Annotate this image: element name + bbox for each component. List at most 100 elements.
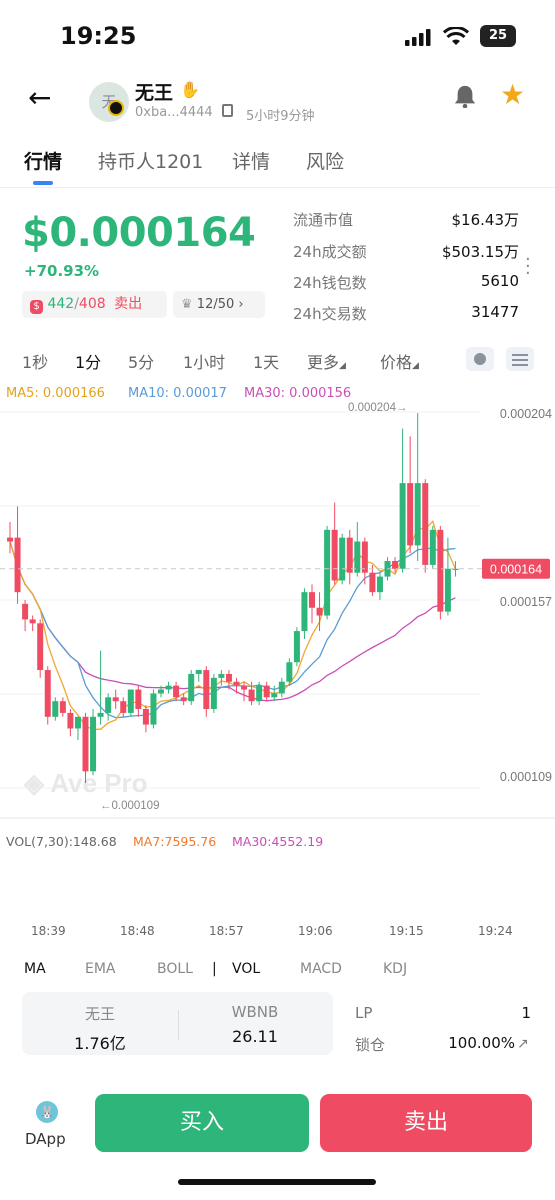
candle [225, 673, 232, 682]
wifi-icon [443, 27, 469, 45]
volume-ma30-label: MA30:4552.19 [232, 834, 324, 849]
candle [437, 529, 444, 612]
candle [429, 529, 436, 565]
pool-token-amount: 1.76亿 [74, 1034, 126, 1053]
candle [331, 529, 338, 581]
candle [407, 483, 414, 546]
time-tick: 18:39 [31, 924, 66, 938]
more-options-icon[interactable]: · · · [525, 249, 531, 284]
candle [399, 483, 406, 569]
buy-sell-count[interactable]: $ 442/408 卖出 [22, 291, 167, 318]
back-arrow-icon[interactable]: ← [28, 81, 52, 114]
bell-icon[interactable] [452, 84, 478, 108]
sell-count: 408 [78, 296, 106, 312]
pool-quote: WBNB 26.11 [180, 1003, 330, 1046]
copy-icon[interactable] [222, 104, 233, 117]
price-mode-select[interactable]: 价格◢ [380, 349, 419, 373]
indicator-ma[interactable]: MA [24, 961, 46, 977]
stat-value-volume: $503.15万 [441, 243, 519, 261]
indicator-toggle-icon[interactable] [466, 347, 494, 371]
candle [37, 623, 44, 671]
interval-1m[interactable]: 1分 [75, 353, 102, 372]
dapp-label[interactable]: DApp [25, 1130, 66, 1148]
tab-active-indicator [33, 181, 53, 185]
lock-label: 锁仓 [355, 1036, 386, 1054]
candle [52, 701, 59, 717]
indicator-boll[interactable]: BOLL [157, 961, 193, 977]
candle [165, 685, 172, 690]
indicator-dots-icon [474, 353, 486, 365]
ma30-line [9, 541, 456, 702]
price-mode-label: 价格 [380, 353, 413, 372]
signal-icon [405, 29, 431, 46]
token-name: 无王 [135, 82, 174, 104]
candle [452, 568, 459, 570]
indicator-ema[interactable]: EMA [85, 961, 116, 977]
tab-risk[interactable]: 风险 [306, 151, 345, 173]
chain-badge-icon [108, 100, 124, 116]
candle [422, 483, 429, 565]
candle [82, 716, 89, 772]
candle [135, 689, 142, 709]
candlestick-chart[interactable]: ◈ Ave Pro0.0001640.0002040.0001570.00010… [0, 400, 555, 820]
interval-1h[interactable]: 1小时 [183, 353, 226, 372]
time-tick: 18:48 [120, 924, 155, 938]
high-price-marker: 0.000204→ [348, 402, 407, 414]
dropdown-triangle-icon: ◢ [339, 361, 346, 371]
tab-details[interactable]: 详情 [232, 151, 271, 173]
ma30-label: MA30: 0.000156 [244, 386, 352, 401]
dapp-bunny-icon[interactable]: 🐰 [36, 1101, 58, 1123]
candle [361, 541, 368, 573]
candle [286, 662, 293, 682]
rank-pill[interactable]: ♛ 12/50 › [173, 291, 265, 318]
pool-quote-amount: 26.11 [232, 1027, 278, 1046]
dropdown-triangle-icon: ◢ [412, 361, 419, 371]
indicator-macd[interactable]: MACD [300, 961, 342, 977]
interval-more[interactable]: 更多◢ [307, 349, 346, 373]
candle [127, 689, 134, 713]
stat-label-market-cap: 流通市值 [293, 211, 354, 229]
tab-holders[interactable]: 持币人1201 [98, 151, 204, 173]
chart-settings-icon[interactable] [506, 347, 534, 371]
crown-icon: ♛ [181, 297, 193, 312]
candle [59, 701, 66, 713]
tab-market[interactable]: 行情 [24, 151, 63, 173]
candle [444, 568, 451, 612]
buy-button[interactable]: 买入 [95, 1094, 309, 1152]
candle [263, 685, 270, 698]
ma5-line [9, 520, 456, 730]
external-link-icon[interactable]: ↗ [517, 1036, 529, 1052]
candle [301, 592, 308, 632]
sell-count-label: 卖出 [114, 296, 143, 312]
stat-value-market-cap: $16.43万 [451, 211, 520, 229]
indicator-kdj[interactable]: KDJ [383, 961, 408, 977]
candle [14, 537, 21, 593]
interval-1s[interactable]: 1秒 [22, 353, 49, 372]
candle [392, 561, 399, 569]
candle [44, 670, 51, 717]
ma5-label: MA5: 0.000166 [6, 386, 105, 401]
moneybag-icon: $ [30, 300, 43, 314]
count-separator: / [74, 296, 79, 312]
interval-1d[interactable]: 1天 [253, 353, 280, 372]
favorite-star-icon[interactable]: ★ [500, 78, 526, 111]
low-price-marker: ←0.000109 [100, 800, 159, 812]
interval-5m[interactable]: 5分 [128, 353, 155, 372]
candle [97, 712, 104, 717]
candle [339, 537, 346, 581]
status-time: 19:25 [60, 22, 137, 50]
indicator-vol[interactable]: VOL [232, 961, 261, 977]
candle [354, 541, 361, 573]
stat-label-wallets: 24h钱包数 [293, 274, 367, 292]
candle [142, 709, 149, 725]
candle [158, 689, 164, 694]
time-tick: 19:15 [389, 924, 424, 938]
interval-more-label: 更多 [307, 353, 340, 372]
candle [188, 673, 195, 702]
sell-button[interactable]: 卖出 [320, 1094, 532, 1152]
stat-label-trades: 24h交易数 [293, 305, 367, 323]
candle [233, 681, 240, 686]
pool-quote-name: WBNB [231, 1003, 279, 1021]
candle [248, 689, 255, 702]
token-age: 5小时9分钟 [246, 109, 315, 124]
